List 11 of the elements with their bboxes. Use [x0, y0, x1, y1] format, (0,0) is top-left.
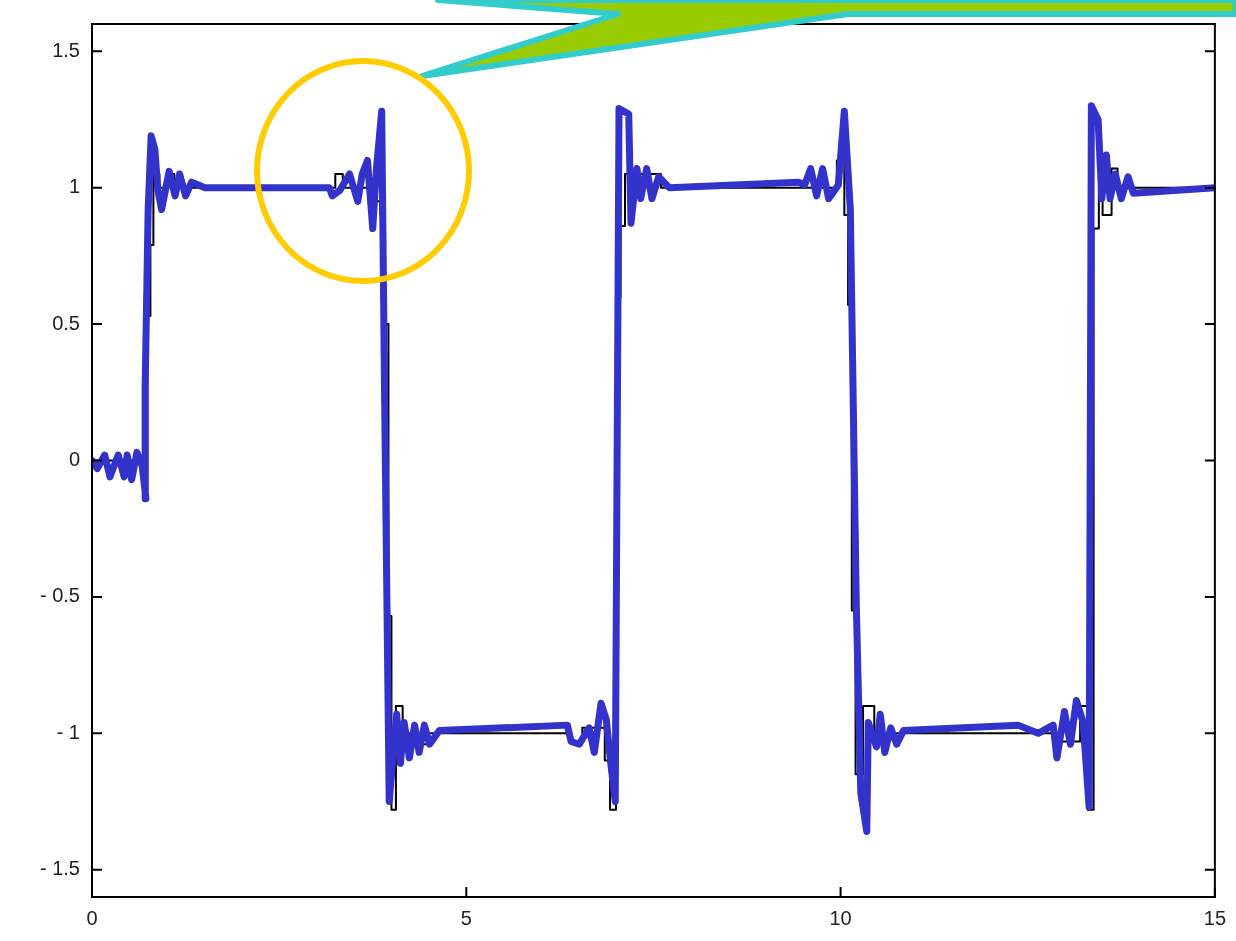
x-tick-label: 5 [460, 906, 472, 929]
y-tick-label: 1 [68, 175, 80, 198]
y-tick-label: 0 [68, 448, 80, 471]
x-tick-label: 10 [829, 906, 852, 929]
y-tick-label: 0.5 [52, 311, 80, 334]
y-tick-label: - 0.5 [39, 584, 80, 607]
x-tick-label: 0 [86, 906, 98, 929]
y-tick-label: - 1.5 [39, 857, 80, 880]
y-tick-label: - 1 [56, 720, 80, 743]
y-tick-label: 1.5 [52, 38, 80, 61]
x-tick-label: 15 [1203, 906, 1226, 929]
